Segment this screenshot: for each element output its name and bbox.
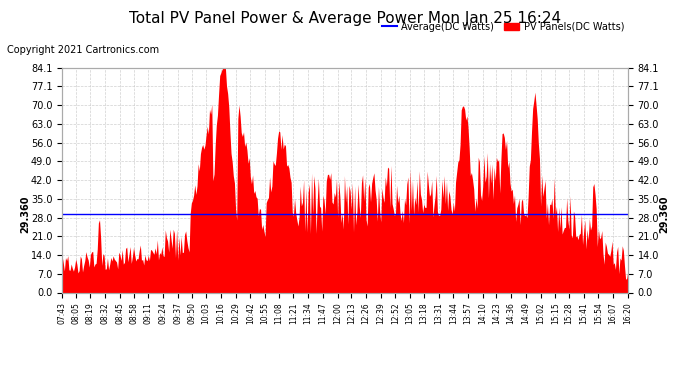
Text: 29.360: 29.360	[20, 195, 30, 233]
Text: 29.360: 29.360	[660, 195, 670, 233]
Text: Copyright 2021 Cartronics.com: Copyright 2021 Cartronics.com	[7, 45, 159, 55]
Text: Total PV Panel Power & Average Power Mon Jan 25 16:24: Total PV Panel Power & Average Power Mon…	[129, 11, 561, 26]
Legend: Average(DC Watts), PV Panels(DC Watts): Average(DC Watts), PV Panels(DC Watts)	[378, 18, 628, 36]
